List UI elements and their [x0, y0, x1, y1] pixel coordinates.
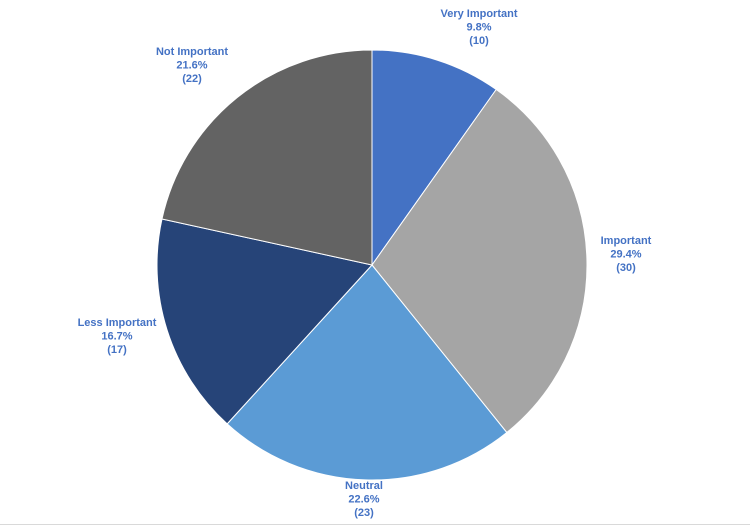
data-label-percent: 16.7% — [101, 331, 132, 343]
data-label-name: Important — [601, 235, 652, 247]
pie-slice-neutral — [226, 264, 508, 481]
data-label-neutral: Neutral 22.6% (23) — [345, 480, 383, 519]
pie-slice-very-important — [371, 49, 497, 267]
data-label-name: Not Important — [156, 46, 228, 58]
data-label-not-important: Not Important 21.6% (22) — [156, 46, 228, 85]
data-label-percent: 29.4% — [610, 249, 641, 261]
data-label-less-important: Less Important 16.7% (17) — [78, 317, 157, 356]
data-label-very-important: Very Important 9.8% (10) — [440, 8, 517, 47]
data-label-name: Very Important — [440, 8, 517, 20]
data-label-name: Neutral — [345, 480, 383, 492]
pie-labels: Very Important 9.8% (10) Important 29.4% (30)… — [78, 8, 652, 519]
pie-slice-not-important — [161, 49, 373, 266]
data-label-percent: 22.6% — [348, 494, 379, 506]
data-label-count: (30) — [616, 262, 636, 274]
data-label-name: Less Important — [78, 317, 157, 329]
pie-slices — [156, 49, 588, 481]
data-label-count: (22) — [182, 73, 202, 85]
data-label-percent: 21.6% — [176, 60, 207, 72]
bottom-divider — [0, 524, 750, 525]
data-label-count: (17) — [107, 344, 127, 356]
data-label-count: (23) — [354, 507, 374, 519]
data-label-count: (10) — [469, 35, 489, 47]
pie-slice-important — [371, 88, 588, 434]
data-label-percent: 9.8% — [466, 22, 491, 34]
pie-slice-less-important — [156, 218, 373, 425]
data-label-important: Important 29.4% (30) — [601, 235, 652, 274]
